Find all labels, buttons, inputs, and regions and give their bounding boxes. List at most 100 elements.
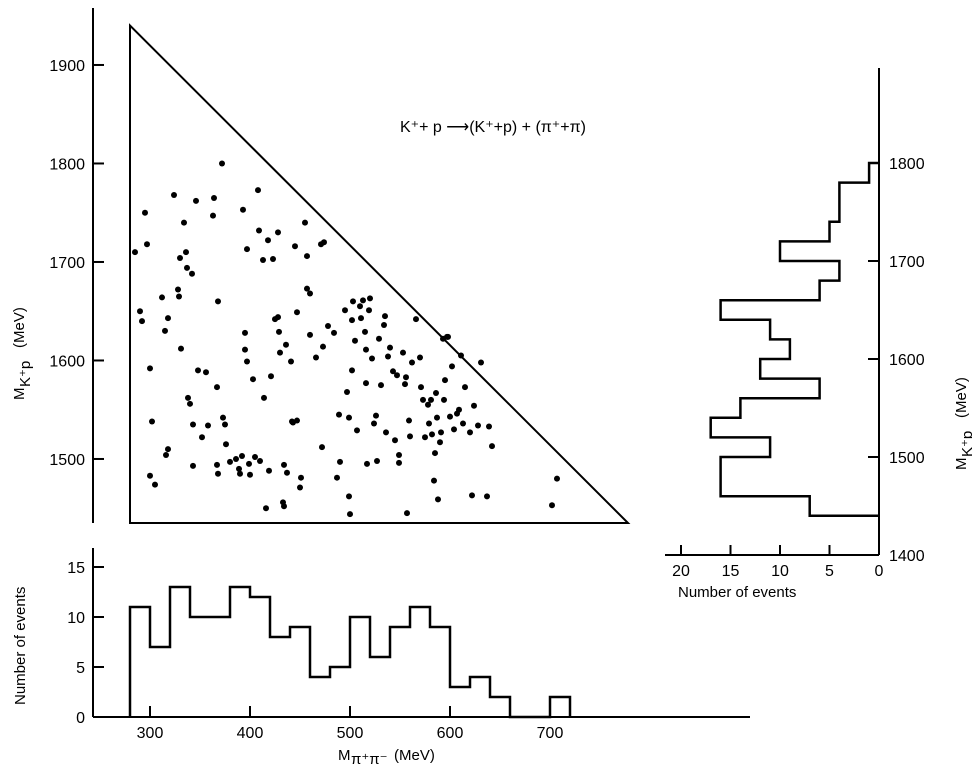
m-pipi-histogram: 0 5 10 15 300 400 500 600 700 M π⁺π⁻ (MeV) Number of… bbox=[12, 548, 750, 768]
scatter-point bbox=[373, 412, 379, 419]
scatter-point bbox=[349, 317, 355, 324]
hist-right-x-tick-label: 10 bbox=[771, 563, 789, 580]
scatter-point bbox=[268, 373, 274, 380]
scatter-y-tick-label: 1900 bbox=[49, 58, 85, 75]
scatter-point bbox=[227, 458, 233, 465]
hist-right-x-tick-label: 15 bbox=[722, 563, 740, 580]
scatter-point bbox=[302, 219, 308, 226]
scatter-point bbox=[432, 450, 438, 457]
hist-bottom-y-label: Number of events bbox=[12, 587, 29, 705]
chart-title: K⁺+ p ⟶(K⁺+p) + (π⁺+π) bbox=[400, 119, 586, 136]
scatter-point bbox=[433, 389, 439, 396]
scatter-point bbox=[417, 354, 423, 361]
dalitz-scatter-plot: 1500 1600 1700 1800 1900 MK⁺p (MeV) bbox=[11, 8, 631, 524]
scatter-point bbox=[378, 382, 384, 389]
scatter-y-tick-label: 1500 bbox=[49, 452, 85, 469]
kinematic-boundary bbox=[129, 23, 631, 524]
scatter-point bbox=[319, 444, 325, 451]
scatter-point bbox=[321, 239, 327, 246]
scatter-point bbox=[337, 458, 343, 465]
scatter-point bbox=[374, 457, 380, 464]
scatter-y-label-sub: K⁺p bbox=[17, 361, 34, 387]
scatter-point bbox=[246, 460, 252, 467]
scatter-point bbox=[428, 396, 434, 403]
scatter-point bbox=[240, 206, 246, 213]
scatter-point bbox=[402, 381, 408, 388]
scatter-point bbox=[342, 307, 348, 314]
scatter-point bbox=[471, 402, 477, 409]
scatter-point bbox=[215, 470, 221, 477]
scatter-y-tick-label: 1600 bbox=[49, 353, 85, 370]
scatter-point bbox=[183, 249, 189, 256]
scatter-point bbox=[163, 452, 169, 459]
scatter-point bbox=[237, 470, 243, 477]
scatter-point bbox=[462, 384, 468, 391]
scatter-point bbox=[233, 455, 239, 462]
scatter-point bbox=[549, 502, 555, 509]
scatter-point bbox=[288, 358, 294, 365]
hist-bottom-y-tick-label: 15 bbox=[67, 560, 85, 577]
hist-right-y-label-main: M bbox=[953, 458, 970, 471]
hist-bottom-x-tick-label: 500 bbox=[337, 725, 364, 742]
hist-right-x-tick-label: 0 bbox=[875, 563, 884, 580]
scatter-point bbox=[276, 328, 282, 335]
m-kp-histogram: 1400 1500 1600 1700 1800 20 15 10 5 0 Number of ev… bbox=[665, 68, 972, 601]
scatter-point bbox=[175, 286, 181, 293]
hist-right-steps bbox=[709, 161, 879, 518]
hist-right-x-tick-label: 20 bbox=[672, 563, 690, 580]
scatter-point bbox=[185, 394, 191, 401]
scatter-point bbox=[346, 414, 352, 421]
scatter-point bbox=[162, 327, 168, 334]
scatter-point bbox=[409, 359, 415, 366]
scatter-point bbox=[367, 295, 373, 302]
scatter-point bbox=[320, 343, 326, 350]
scatter-point bbox=[431, 477, 437, 484]
hist-right-y-label-unit: (MeV) bbox=[953, 377, 970, 418]
scatter-y-label-main: M bbox=[11, 388, 28, 401]
scatter-point bbox=[429, 431, 435, 438]
scatter-point bbox=[445, 333, 451, 340]
hist-right-y-label: MK⁺p (MeV) bbox=[953, 377, 972, 470]
scatter-point bbox=[304, 285, 310, 292]
scatter-point bbox=[349, 367, 355, 374]
scatter-point bbox=[381, 322, 387, 329]
scatter-point bbox=[475, 422, 481, 429]
scatter-point bbox=[195, 367, 201, 374]
scatter-point bbox=[165, 315, 171, 322]
scatter-point bbox=[442, 377, 448, 384]
scatter-point bbox=[275, 314, 281, 321]
hist-right-y-tick-label: 1500 bbox=[889, 450, 925, 467]
scatter-point bbox=[489, 443, 495, 450]
scatter-point bbox=[261, 394, 267, 401]
scatter-point bbox=[298, 474, 304, 481]
scatter-point bbox=[242, 329, 248, 336]
hist-bottom-x-label-unit: (MeV) bbox=[394, 747, 435, 764]
scatter-point bbox=[284, 469, 290, 476]
scatter-point bbox=[369, 355, 375, 362]
scatter-point bbox=[334, 474, 340, 481]
scatter-point bbox=[371, 420, 377, 427]
scatter-point bbox=[382, 313, 388, 320]
scatter-point bbox=[190, 462, 196, 469]
scatter-point bbox=[449, 363, 455, 370]
scatter-point bbox=[418, 384, 424, 391]
scatter-point bbox=[400, 349, 406, 356]
scatter-point bbox=[390, 368, 396, 375]
hist-bottom-x-tick-label: 600 bbox=[437, 725, 464, 742]
hist-right-x-tick-label: 5 bbox=[825, 563, 834, 580]
scatter-point bbox=[199, 434, 205, 441]
scatter-point bbox=[469, 492, 475, 499]
scatter-point bbox=[176, 293, 182, 300]
scatter-point bbox=[437, 439, 443, 446]
scatter-point bbox=[144, 241, 150, 248]
scatter-point bbox=[256, 227, 262, 234]
hist-bottom-x-tick-label: 400 bbox=[237, 725, 264, 742]
hist-bottom-y-tick-label: 5 bbox=[76, 660, 85, 677]
scatter-point bbox=[387, 344, 393, 351]
hist-right-x-label: Number of events bbox=[678, 584, 796, 601]
scatter-point bbox=[413, 316, 419, 323]
scatter-point bbox=[441, 396, 447, 403]
scatter-point bbox=[403, 374, 409, 381]
scatter-point bbox=[203, 369, 209, 376]
